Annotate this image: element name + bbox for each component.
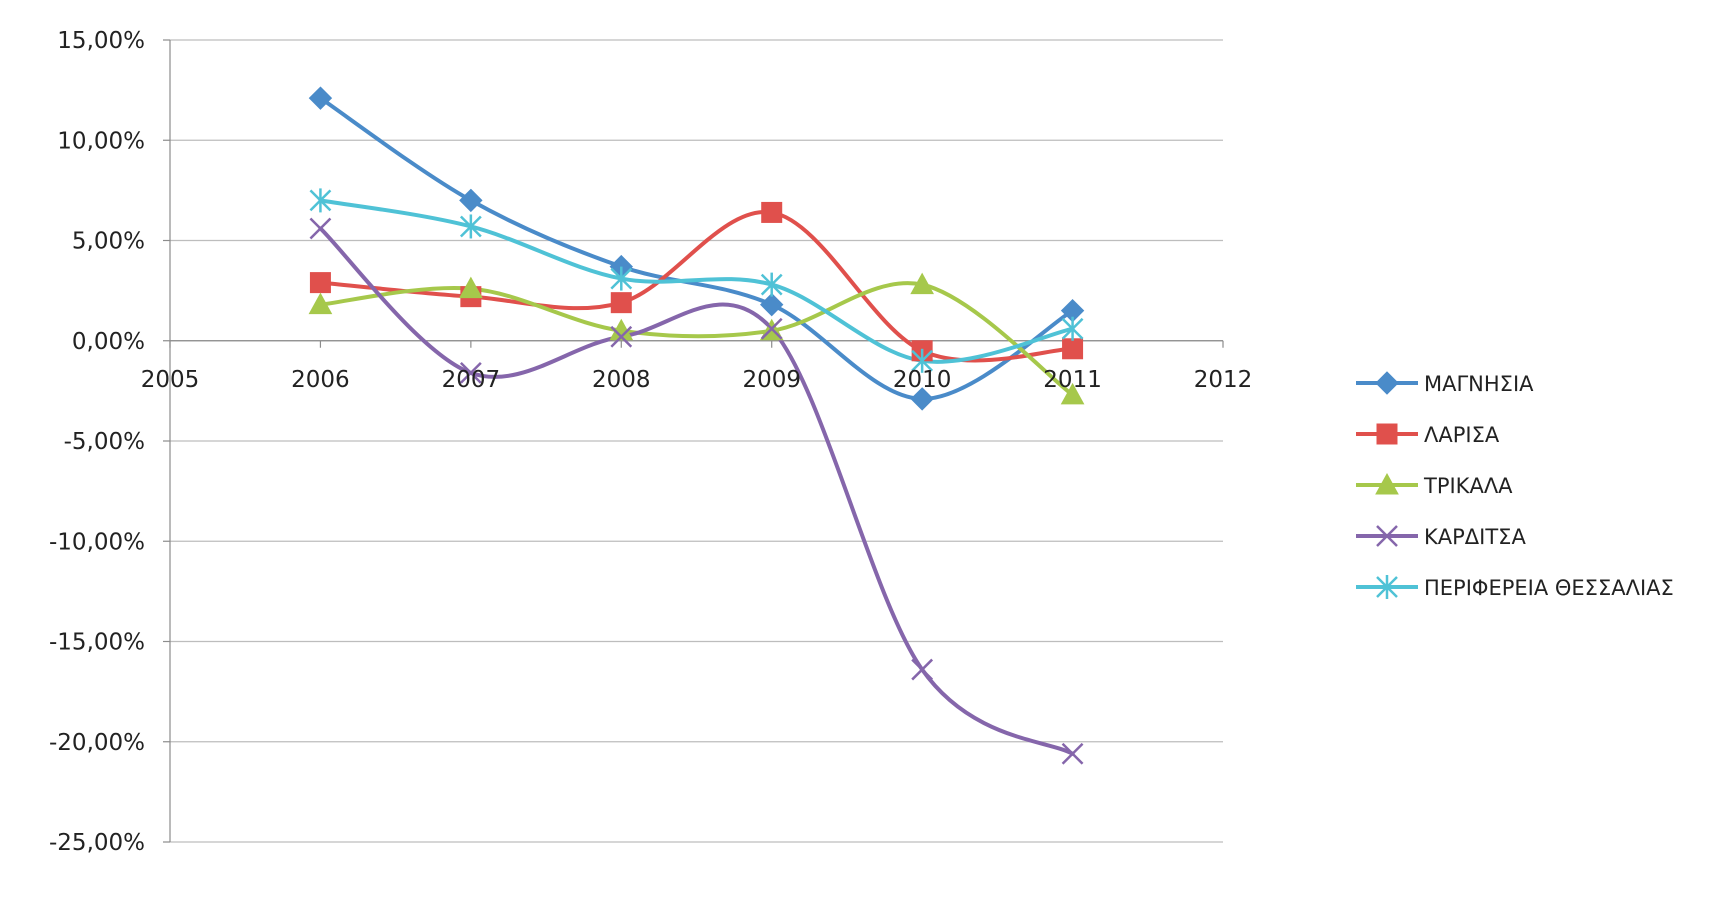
y-tick-label: -5,00% xyxy=(64,429,145,455)
series-line-4 xyxy=(318,198,1075,364)
legend-marker-4 xyxy=(1376,575,1398,599)
x-tick-label: 2012 xyxy=(1194,367,1253,393)
data-point-series-3 xyxy=(760,317,783,340)
data-point-series-3-stroke xyxy=(911,658,934,681)
y-tick-label: 10,00% xyxy=(57,128,145,154)
data-point-series-4 xyxy=(309,188,332,213)
y-tick-label: -10,00% xyxy=(49,529,145,555)
series-lines xyxy=(318,96,1075,756)
data-point-series-3-stroke xyxy=(309,217,332,240)
y-tick-label: 5,00% xyxy=(72,229,145,255)
data-point-series-1 xyxy=(1062,338,1084,360)
legend-label-2: ΤΡΙΚΑΛΑ xyxy=(1423,474,1513,498)
series-line-3 xyxy=(318,226,1075,756)
data-point-series-3 xyxy=(610,325,633,348)
data-point-series-3-stroke xyxy=(1061,742,1084,765)
data-point-series-0 xyxy=(760,292,784,317)
data-point-series-1 xyxy=(761,201,783,223)
data-point-series-4 xyxy=(760,272,783,297)
series-line-2 xyxy=(318,281,1075,397)
data-point-series-3-stroke xyxy=(760,317,783,340)
x-tick-label: 2008 xyxy=(592,367,651,393)
data-point-series-0 xyxy=(459,188,483,213)
data-point-series-4 xyxy=(610,266,633,291)
data-point-series-3-stroke xyxy=(610,325,633,348)
legend-marker-1 xyxy=(1376,423,1398,445)
data-point-series-4 xyxy=(911,348,934,373)
legend-label-4: ΠΕΡΙΦΕΡΕΙΑ ΘΕΣΣΑΛΙΑΣ xyxy=(1424,576,1674,600)
data-point-series-1 xyxy=(610,292,632,314)
data-point-series-2 xyxy=(910,272,934,295)
data-point-series-3 xyxy=(1061,742,1084,765)
legend-marker-2 xyxy=(1375,472,1399,495)
y-tick-label: 0,00% xyxy=(72,329,145,355)
data-point-series-3-stroke xyxy=(459,361,482,384)
data-point-series-2 xyxy=(1060,382,1085,405)
gridlines xyxy=(170,39,1223,843)
data-point-series-3 xyxy=(911,658,934,681)
series-line-0 xyxy=(318,96,1075,401)
data-point-series-2 xyxy=(308,292,333,315)
x-tick-label: 2005 xyxy=(141,367,200,393)
y-tick-label: -15,00% xyxy=(49,630,145,656)
legend-label-0: ΜΑΓΝΗΣΙΑ xyxy=(1424,372,1534,396)
legend-marker-0 xyxy=(1375,371,1399,395)
x-tick-label: 2011 xyxy=(1043,367,1102,393)
data-point-series-1 xyxy=(309,272,331,294)
data-point-series-2 xyxy=(459,276,483,299)
legend-marker-3 xyxy=(1376,525,1398,547)
legend-label-1: ΛΑΡΙΣΑ xyxy=(1424,423,1500,447)
y-tick-label: -25,00% xyxy=(49,830,145,856)
axes xyxy=(163,39,1224,843)
data-point-series-0 xyxy=(910,387,934,411)
x-tick-label: 2007 xyxy=(442,367,501,393)
x-tick-label: 2010 xyxy=(893,367,952,393)
data-point-series-3 xyxy=(459,361,482,384)
series-markers xyxy=(308,86,1085,765)
y-tick-label: 15,00% xyxy=(57,28,145,54)
data-point-series-0 xyxy=(308,86,333,110)
data-point-series-4 xyxy=(459,214,482,239)
legend-label-3: ΚΑΡΔΙΤΣΑ xyxy=(1424,525,1526,549)
legend-marker-3-stroke xyxy=(1376,525,1398,547)
legend: ΜΑΓΝΗΣΙΑ ΛΑΡΙΣΑ ΤΡΙΚΑΛΑ ΚΑΡΔΙΤΣΑ ΠΕΡΙΦΕΡΕΙΑ … xyxy=(1356,371,1674,600)
data-point-series-4 xyxy=(1061,316,1084,341)
x-tick-label: 2009 xyxy=(742,367,801,393)
y-tick-label: -20,00% xyxy=(49,730,145,756)
data-point-series-3 xyxy=(309,217,332,240)
x-tick-label: 2006 xyxy=(291,367,350,393)
tick-labels: 15,00% 10,00% 5,00% 0,00% -5,00% -10,00% -15,0… xyxy=(49,28,1252,856)
